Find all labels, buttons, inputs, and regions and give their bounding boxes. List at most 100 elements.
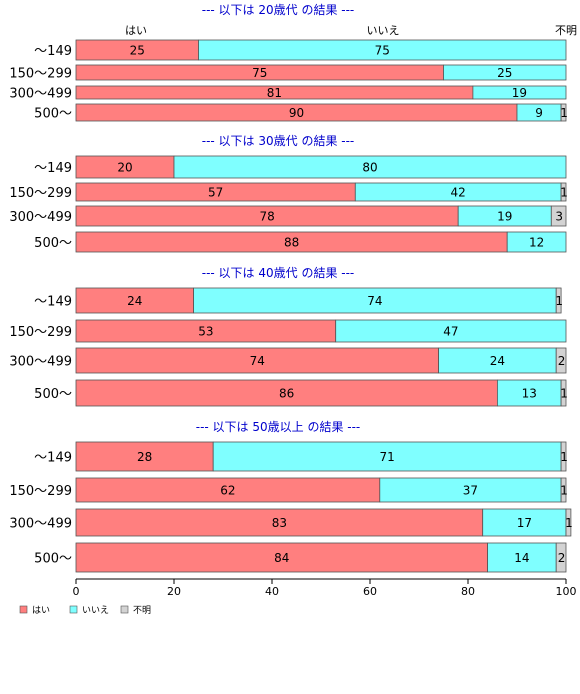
- row-label: 500～: [34, 387, 72, 402]
- header-label-2: 不明: [555, 24, 577, 37]
- group-title: --- 以下は 40歳代 の結果 ---: [202, 266, 355, 280]
- data-label: 2: [558, 354, 566, 368]
- data-label: 53: [198, 325, 213, 339]
- bar-segment-no: [487, 542, 557, 573]
- bar-segment-unknown: [560, 441, 567, 472]
- row-label: 500～: [34, 107, 72, 122]
- data-label: 83: [272, 516, 287, 530]
- data-label: 28: [137, 450, 152, 464]
- bar-segment-unknown: [565, 508, 572, 537]
- bar-segment-no: [438, 347, 557, 374]
- legend-swatch: [69, 605, 78, 614]
- legend-label: はい: [32, 605, 50, 616]
- data-label: 1: [555, 294, 563, 308]
- bar-segment-no: [198, 39, 567, 61]
- row-label: 150～299: [9, 186, 72, 201]
- data-label: 90: [289, 106, 304, 120]
- bar-segment-no: [482, 508, 567, 537]
- data-label: 3: [555, 210, 563, 224]
- bar-segment-unknown: [555, 347, 567, 374]
- data-label: 1: [560, 387, 568, 401]
- bar-segment-yes: [75, 379, 498, 407]
- row-label: 300～499: [9, 355, 72, 370]
- data-label: 81: [267, 86, 282, 100]
- data-label: 19: [497, 210, 512, 224]
- data-label: 24: [127, 294, 142, 308]
- data-label: 42: [451, 186, 466, 200]
- legend-label: いいえ: [82, 605, 109, 616]
- row-label: 150～299: [9, 484, 72, 499]
- data-label: 20: [117, 161, 132, 175]
- data-label: 84: [274, 551, 289, 565]
- row-label: ～149: [34, 161, 72, 176]
- data-label: 86: [279, 387, 294, 401]
- bar-segment-unknown: [560, 477, 567, 503]
- data-label: 37: [463, 484, 478, 498]
- row-label: ～149: [34, 451, 72, 466]
- row-label: ～149: [34, 295, 72, 310]
- bar-segment-no: [335, 319, 567, 343]
- data-label: 1: [560, 106, 568, 120]
- data-label: 25: [497, 66, 512, 80]
- data-label: 71: [380, 450, 395, 464]
- bar-segment-no: [472, 85, 567, 100]
- bar-segment-yes: [75, 347, 440, 374]
- data-label: 62: [220, 484, 235, 498]
- data-label: 74: [367, 294, 382, 308]
- bar-segment-unknown: [560, 182, 567, 202]
- data-label: 80: [362, 161, 377, 175]
- x-tick-label: 100: [556, 585, 577, 598]
- bar-segment-no: [443, 64, 567, 81]
- data-label: 57: [208, 186, 223, 200]
- legend-swatch: [120, 605, 129, 614]
- data-label: 2: [558, 551, 566, 565]
- bar-segment-unknown: [550, 205, 567, 227]
- row-label: 500～: [34, 552, 72, 567]
- header-label-1: いいえ: [367, 24, 400, 37]
- x-tick-label: 80: [461, 585, 475, 598]
- data-label: 17: [517, 516, 532, 530]
- data-label: 24: [490, 354, 505, 368]
- data-label: 1: [560, 450, 568, 464]
- data-label: 13: [522, 387, 537, 401]
- row-label: 150～299: [9, 325, 72, 340]
- bar-segment-no: [193, 287, 557, 314]
- data-label: 75: [252, 66, 267, 80]
- bar-segment-no: [506, 231, 567, 253]
- bar-segment-yes: [75, 287, 194, 314]
- row-label: 300～499: [9, 210, 72, 225]
- x-tick-label: 60: [363, 585, 377, 598]
- bar-segment-unknown: [555, 542, 567, 573]
- data-label: 1: [565, 516, 573, 530]
- data-label: 1: [560, 484, 568, 498]
- bar-segment-unknown: [555, 287, 562, 314]
- x-tick-label: 40: [265, 585, 279, 598]
- data-label: 75: [375, 44, 390, 58]
- data-label: 88: [284, 236, 299, 250]
- row-label: 300～499: [9, 87, 72, 102]
- data-label: 9: [535, 106, 543, 120]
- bar-segment-unknown: [560, 103, 567, 122]
- data-label: 19: [512, 86, 527, 100]
- legend-label: 不明: [133, 605, 151, 616]
- header-label-0: はい: [125, 24, 147, 37]
- x-tick-label: 0: [73, 585, 80, 598]
- data-label: 47: [443, 325, 458, 339]
- bar-segment-yes: [75, 508, 484, 537]
- row-label: 150～299: [9, 67, 72, 82]
- bar-segment-unknown: [560, 379, 567, 407]
- group-title: --- 以下は 20歳代 の結果 ---: [202, 3, 355, 17]
- data-label: 14: [514, 551, 529, 565]
- data-label: 25: [130, 44, 145, 58]
- row-label: ～149: [34, 44, 72, 59]
- bar-segment-no: [212, 441, 562, 472]
- row-label: 500～: [34, 236, 72, 251]
- data-label: 12: [529, 236, 544, 250]
- legend-swatch: [19, 605, 28, 614]
- bar-segment-no: [173, 155, 567, 179]
- data-label: 74: [250, 354, 265, 368]
- row-label: 300～499: [9, 517, 72, 532]
- group-title: --- 以下は 30歳代 の結果 ---: [202, 134, 355, 148]
- data-label: 1: [560, 186, 568, 200]
